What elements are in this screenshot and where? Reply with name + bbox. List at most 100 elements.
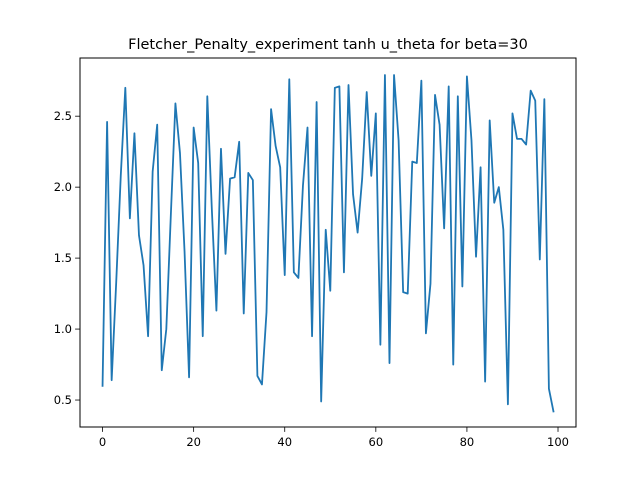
data-point xyxy=(247,172,249,174)
data-point xyxy=(101,385,103,387)
data-point xyxy=(338,85,340,87)
data-point xyxy=(448,85,450,87)
data-point xyxy=(243,312,245,314)
data-point xyxy=(297,277,299,279)
data-point xyxy=(192,126,194,128)
data-point xyxy=(384,74,386,76)
data-point xyxy=(356,231,358,233)
data-point xyxy=(206,95,208,97)
data-point xyxy=(179,152,181,154)
data-point xyxy=(525,143,527,145)
data-point xyxy=(252,179,254,181)
data-point xyxy=(488,119,490,121)
data-point xyxy=(288,78,290,80)
data-point xyxy=(170,213,172,215)
data-point xyxy=(233,176,235,178)
data-point xyxy=(407,292,409,294)
data-point xyxy=(534,99,536,101)
data-point xyxy=(425,332,427,334)
data-point xyxy=(284,274,286,276)
data-point xyxy=(202,335,204,337)
data-point xyxy=(397,139,399,141)
x-tick-label: 100 xyxy=(547,435,569,449)
data-point xyxy=(493,202,495,204)
data-point xyxy=(215,309,217,311)
data-point xyxy=(502,229,504,231)
data-point xyxy=(457,95,459,97)
chart-title: Fletcher_Penalty_experiment tanh u_theta… xyxy=(128,37,528,53)
data-point xyxy=(379,343,381,345)
data-point xyxy=(529,89,531,91)
data-point xyxy=(156,124,158,126)
data-point xyxy=(151,170,153,172)
data-point xyxy=(161,369,163,371)
data-point xyxy=(315,101,317,103)
data-point xyxy=(334,87,336,89)
x-tick-label: 40 xyxy=(277,435,292,449)
x-tick-label: 60 xyxy=(369,435,384,449)
data-point xyxy=(224,253,226,255)
y-tick-label: 2.0 xyxy=(54,180,72,194)
data-point xyxy=(438,124,440,126)
x-tick-label: 80 xyxy=(460,435,475,449)
data-point xyxy=(470,139,472,141)
y-tick-label: 1.5 xyxy=(54,251,72,265)
data-point xyxy=(147,335,149,337)
data-point xyxy=(420,80,422,82)
plot-area-frame xyxy=(79,57,577,428)
data-point xyxy=(520,138,522,140)
data-point xyxy=(466,75,468,77)
data-point xyxy=(511,112,513,114)
data-point xyxy=(347,84,349,86)
data-point xyxy=(548,387,550,389)
data-point xyxy=(110,379,112,381)
data-point xyxy=(124,87,126,89)
x-tick-label: 0 xyxy=(99,435,106,449)
x-tick-label: 20 xyxy=(186,435,201,449)
data-point xyxy=(220,148,222,150)
data-point xyxy=(188,376,190,378)
data-point xyxy=(361,177,363,179)
data-point xyxy=(402,291,404,293)
data-point xyxy=(388,362,390,364)
data-point xyxy=(366,91,368,93)
data-point xyxy=(475,255,477,257)
data-point xyxy=(343,271,345,273)
data-point xyxy=(352,193,354,195)
data-point xyxy=(229,177,231,179)
y-tick-label: 1.0 xyxy=(54,322,72,336)
data-point xyxy=(539,258,541,260)
data-point xyxy=(142,264,144,266)
data-point xyxy=(311,335,313,337)
data-point xyxy=(138,234,140,236)
data-point xyxy=(129,217,131,219)
data-point xyxy=(174,102,176,104)
data-point xyxy=(516,138,518,140)
data-point xyxy=(274,145,276,147)
data-point xyxy=(120,175,122,177)
data-point xyxy=(543,98,545,100)
data-point xyxy=(106,121,108,123)
y-tick-label: 0.5 xyxy=(54,393,72,407)
data-point xyxy=(115,281,117,283)
data-point xyxy=(507,403,509,405)
data-point xyxy=(434,94,436,96)
series-line xyxy=(101,74,555,413)
data-point xyxy=(479,166,481,168)
y-tick-label: 2.5 xyxy=(54,109,72,123)
data-point xyxy=(238,141,240,143)
data-point xyxy=(461,285,463,287)
data-point xyxy=(498,186,500,188)
data-point xyxy=(443,227,445,229)
data-point xyxy=(279,166,281,168)
data-point xyxy=(265,311,267,313)
data-point xyxy=(429,282,431,284)
data-point xyxy=(197,162,199,164)
series-layer xyxy=(101,74,555,413)
data-point xyxy=(211,209,213,211)
data-point xyxy=(302,185,304,187)
data-point xyxy=(452,363,454,365)
